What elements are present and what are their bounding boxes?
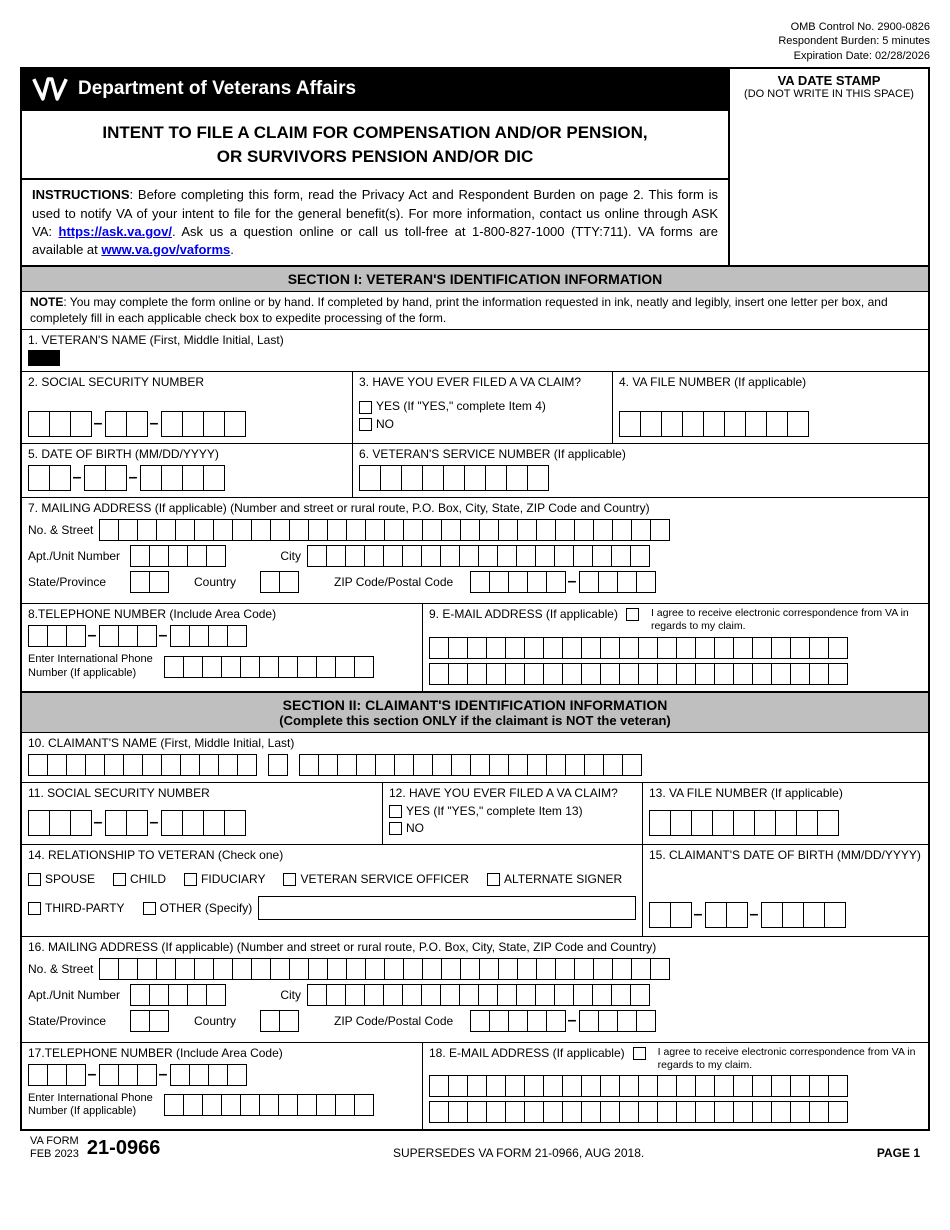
phone-input[interactable]: – – xyxy=(28,625,416,647)
claimant-phone-input[interactable]: – – xyxy=(28,1064,416,1086)
va-file-input[interactable] xyxy=(619,411,922,437)
field-7-mailing-address: 7. MAILING ADDRESS (If applicable) (Numb… xyxy=(22,498,928,603)
field-13-va-file: 13. VA FILE NUMBER (If applicable) xyxy=(642,783,928,845)
dept-header: Department of Veterans Affairs xyxy=(22,69,728,109)
rel-fiduciary-checkbox[interactable] xyxy=(184,873,197,886)
supersedes-text: SUPERSEDES VA FORM 21-0966, AUG 2018. xyxy=(393,1146,644,1160)
rel-spouse-checkbox[interactable] xyxy=(28,873,41,886)
form-container: Department of Veterans Affairs INTENT TO… xyxy=(20,67,930,1132)
state-input[interactable] xyxy=(130,571,168,593)
claimant-va-file-input[interactable] xyxy=(649,810,922,836)
zip-input[interactable]: – xyxy=(470,571,655,593)
claimant-intl-phone-input[interactable] xyxy=(164,1094,373,1116)
page-number: PAGE 1 xyxy=(877,1146,920,1160)
section-1-note: NOTE: You may complete the form online o… xyxy=(22,291,928,329)
field-6-service-number: 6. VETERAN'S SERVICE NUMBER (If applicab… xyxy=(352,444,928,497)
omb-number: OMB Control No. 2900-0826 xyxy=(20,20,930,34)
field-9-email: 9. E-MAIL ADDRESS (If applicable) I agre… xyxy=(422,604,928,690)
rel-third-checkbox[interactable] xyxy=(28,902,41,915)
field-16-mailing-address: 16. MAILING ADDRESS (If applicable) (Num… xyxy=(22,937,928,1042)
field-4-va-file-number: 4. VA FILE NUMBER (If applicable) xyxy=(612,372,928,443)
expiration-date: Expiration Date: 02/28/2026 xyxy=(20,49,930,63)
field-3-filed-claim: 3. HAVE YOU EVER FILED A VA CLAIM? YES (… xyxy=(352,372,612,443)
rel-other-input[interactable] xyxy=(258,896,636,920)
claimant-apt-input[interactable] xyxy=(130,984,225,1006)
respondent-burden: Respondent Burden: 5 minutes xyxy=(20,34,930,48)
email-input-2[interactable] xyxy=(429,663,922,685)
footer: VA FORM FEB 2023 21-0966 SUPERSEDES VA F… xyxy=(20,1131,930,1159)
claimant-name-input[interactable] xyxy=(28,754,922,776)
city-input[interactable] xyxy=(307,545,922,567)
claimant-email-input[interactable] xyxy=(429,1075,922,1097)
field-2-ssn: 2. SOCIAL SECURITY NUMBER – – xyxy=(22,372,352,443)
claimant-zip-input[interactable]: – xyxy=(470,1010,655,1032)
no-checkbox-12[interactable] xyxy=(389,822,402,835)
claimant-street-input[interactable] xyxy=(99,958,922,980)
dept-title: Department of Veterans Affairs xyxy=(78,78,356,100)
va-logo-icon xyxy=(32,75,68,103)
claimant-ssn-input[interactable]: – – xyxy=(28,810,376,836)
apt-input[interactable] xyxy=(130,545,225,567)
field-15-claimant-dob: 15. CLAIMANT'S DATE OF BIRTH (MM/DD/YYYY… xyxy=(642,845,928,936)
rel-vso-checkbox[interactable] xyxy=(283,873,296,886)
claimant-country-input[interactable] xyxy=(260,1010,298,1032)
claimant-state-input[interactable] xyxy=(130,1010,168,1032)
claimant-dob-input[interactable]: – – xyxy=(649,902,922,928)
field-1-veteran-name: 1. VETERAN'S NAME (First, Middle Initial… xyxy=(22,330,928,371)
claimant-email-agree-checkbox[interactable] xyxy=(633,1047,646,1060)
rel-other-checkbox[interactable] xyxy=(143,902,156,915)
field-12-filed-claim: 12. HAVE YOU EVER FILED A VA CLAIM? YES … xyxy=(382,783,642,845)
rel-alt-checkbox[interactable] xyxy=(487,873,500,886)
claimant-city-input[interactable] xyxy=(307,984,922,1006)
form-title: INTENT TO FILE A CLAIM FOR COMPENSATION … xyxy=(22,109,728,179)
email-input[interactable] xyxy=(429,637,922,659)
yes-checkbox[interactable] xyxy=(359,401,372,414)
top-meta: OMB Control No. 2900-0826 Respondent Bur… xyxy=(20,20,930,63)
no-checkbox[interactable] xyxy=(359,418,372,431)
street-input[interactable] xyxy=(99,519,922,541)
va-forms-link[interactable]: www.va.gov/vaforms xyxy=(101,242,230,257)
field-11-ssn: 11. SOCIAL SECURITY NUMBER – – xyxy=(22,783,382,845)
form-number: 21-0966 xyxy=(87,1137,160,1160)
field-18-email: 18. E-MAIL ADDRESS (If applicable) I agr… xyxy=(422,1043,928,1129)
yes-checkbox-12[interactable] xyxy=(389,805,402,818)
rel-child-checkbox[interactable] xyxy=(113,873,126,886)
veteran-name-input[interactable] xyxy=(28,351,922,365)
claimant-email-input-2[interactable] xyxy=(429,1101,922,1123)
instructions: INSTRUCTIONS: Before completing this for… xyxy=(22,178,728,265)
field-17-phone: 17.TELEPHONE NUMBER (Include Area Code) … xyxy=(22,1043,422,1129)
dob-input[interactable]: – – xyxy=(28,465,346,491)
service-number-input[interactable] xyxy=(359,465,922,491)
section-2-header: SECTION II: CLAIMANT'S IDENTIFICATION IN… xyxy=(22,691,928,732)
ask-va-link[interactable]: https://ask.va.gov/ xyxy=(59,224,172,239)
country-input[interactable] xyxy=(260,571,298,593)
field-8-phone: 8.TELEPHONE NUMBER (Include Area Code) –… xyxy=(22,604,422,690)
section-1-header: SECTION I: VETERAN'S IDENTIFICATION INFO… xyxy=(22,265,928,291)
intl-phone-input[interactable] xyxy=(164,656,373,678)
field-14-relationship: 14. RELATIONSHIP TO VETERAN (Check one) … xyxy=(22,845,642,936)
field-10-claimant-name: 10. CLAIMANT'S NAME (First, Middle Initi… xyxy=(22,733,928,782)
email-agree-checkbox[interactable] xyxy=(626,608,639,621)
ssn-input[interactable]: – – xyxy=(28,411,346,437)
field-5-dob: 5. DATE OF BIRTH (MM/DD/YYYY) – – xyxy=(22,444,352,497)
date-stamp-box: VA DATE STAMP (DO NOT WRITE IN THIS SPAC… xyxy=(728,69,928,265)
